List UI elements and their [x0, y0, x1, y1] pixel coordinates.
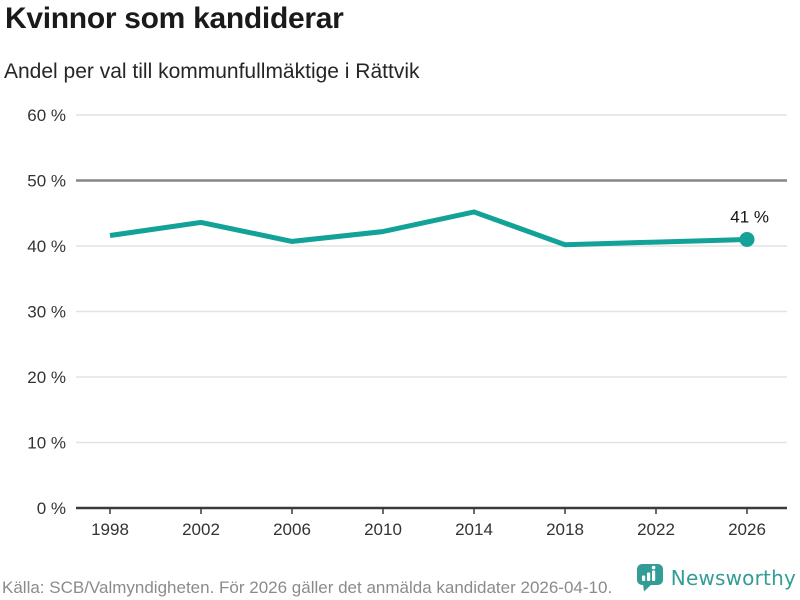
chart-subtitle: Andel per val till kommunfullmäktige i R… [4, 60, 420, 83]
x-tick-label: 2006 [273, 520, 311, 539]
x-tick-label: 2010 [364, 520, 402, 539]
end-point-marker [739, 231, 755, 247]
x-tick-label: 2022 [637, 520, 675, 539]
y-tick-label: 30 % [27, 303, 66, 322]
x-tick-label: 2026 [728, 520, 766, 539]
y-tick-label: 60 % [27, 106, 66, 125]
newsworthy-wordmark: Newsworthy [670, 565, 796, 590]
chart-title: Kvinnor som kandiderar [5, 2, 344, 35]
y-tick-label: 50 % [27, 172, 66, 191]
x-tick-label: 1998 [91, 520, 129, 539]
line-chart: 0 % 10 % 20 % 30 % 40 % 50 % 60 % 1998 2002 2006 2… [27, 106, 787, 539]
data-line [109, 209, 748, 248]
x-tick-label: 2018 [546, 520, 584, 539]
x-tick-label: 2002 [182, 520, 220, 539]
y-tick-label: 20 % [27, 368, 66, 387]
newsworthy-brand[interactable]: Newsworthy [636, 563, 796, 592]
source-note: Källa: SCB/Valmyndigheten. För 2026 gäll… [2, 578, 613, 597]
y-tick-label: 0 % [37, 499, 66, 518]
y-tick-label: 10 % [27, 434, 66, 453]
end-value-label: 41 % [730, 207, 769, 226]
y-tick-label: 40 % [27, 237, 66, 256]
x-tick-label: 2014 [455, 520, 493, 539]
newsworthy-logo-icon [636, 564, 663, 592]
